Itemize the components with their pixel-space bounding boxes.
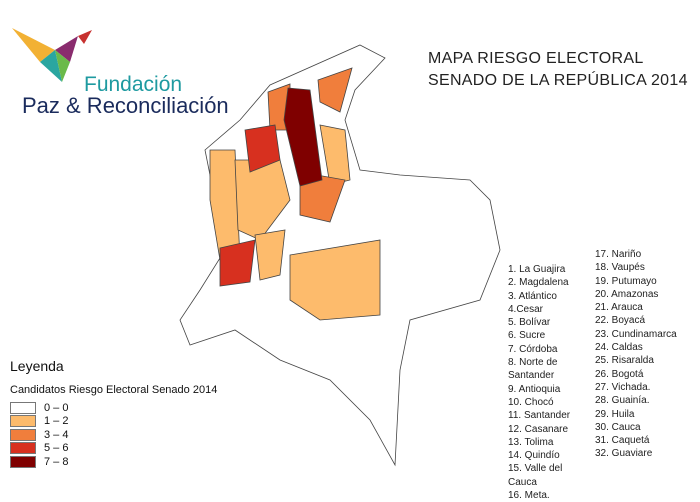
legend: Leyenda Candidatos Riesgo Electoral Sena…	[10, 358, 217, 469]
department-name: 6. Sucre	[508, 330, 546, 342]
department-name: 1. La Guajira	[508, 264, 566, 275]
legend-label: 0 – 0	[44, 401, 69, 414]
logo-bird	[12, 28, 92, 82]
department-name: 18. Vaupés	[595, 262, 645, 274]
map-title: SENADO DE LA REPÚBLICA 2014	[428, 72, 688, 89]
department-name: 25. Risaralda	[595, 355, 654, 367]
logo-line: Fundación	[84, 73, 183, 96]
legend-swatch	[10, 455, 36, 468]
map-title: MAPA RIESGO ELECTORAL	[428, 50, 644, 67]
department-name: 21. Arauca	[595, 302, 643, 314]
department-name: 24. Caldas	[595, 342, 643, 354]
department-name: 9. Antioquia	[508, 383, 561, 395]
legend-title: Leyenda	[10, 358, 64, 374]
department-name: 28. Guainía.	[595, 395, 650, 407]
colombia-map	[179, 44, 501, 467]
department-name: 32. Guaviare	[595, 448, 653, 460]
legend-label: 3 – 4	[44, 428, 69, 441]
legend-subtitle: Candidatos Riesgo Electoral Senado 2014	[10, 384, 218, 396]
department-name: 11. Santander	[508, 410, 571, 422]
legend-swatch	[10, 401, 36, 414]
department-name: 15. Valle del Cauca	[508, 463, 563, 488]
department-name: 3. Atlántico	[508, 290, 557, 302]
department-name: 16. Meta.	[508, 490, 550, 502]
department-name: 8. Norte de Santander	[508, 357, 558, 382]
department-name: 17. Nariño	[595, 249, 642, 260]
logo-line: Paz & Reconciliación	[22, 93, 229, 118]
department-name: 19. Putumayo	[595, 275, 657, 287]
legend-swatch	[10, 428, 36, 441]
legend-item: 5 – 6	[10, 442, 217, 456]
department-name: 10. Chocó	[508, 396, 554, 408]
department-name: 31. Caquetá	[595, 435, 650, 447]
legend-label: 7 – 8	[44, 455, 69, 468]
department-name: 26. Bogotá	[595, 368, 644, 380]
department-name: 20. Amazonas	[595, 288, 659, 300]
department-name: 14. Quindío	[508, 450, 560, 462]
legend-item: 0 – 0	[10, 401, 217, 415]
legend-swatch	[10, 442, 36, 455]
department-name: 4.Cesar	[508, 303, 544, 315]
department-name: 30. Cauca	[595, 421, 641, 433]
department-name: 23. Cundinamarca	[595, 328, 677, 340]
department-name: 29. Huila	[595, 408, 635, 420]
legend-label: 5 – 6	[44, 442, 69, 455]
department-list: 1. La Guajira 2. Magdalena 3. Atlántico 4.C…	[508, 263, 580, 502]
department-name: 22. Boyacá	[595, 315, 646, 327]
legend-item: 7 – 8	[10, 455, 217, 469]
legend-label: 1 – 2	[44, 415, 69, 428]
legend-item: 3 – 4	[10, 428, 217, 442]
department-list: 17. Nariño 18. Vaupés 19. Putumayo 20. Amaz…	[595, 248, 695, 461]
department-name: 12. Casanare	[508, 423, 569, 435]
department-name: 27. Vichada.	[595, 381, 651, 393]
department-name: 2. Magdalena	[508, 277, 569, 289]
department-name: 7. Córdoba	[508, 343, 558, 355]
department-name: 13. Tolima	[508, 436, 554, 448]
department-name: 5. Bolívar	[508, 317, 551, 329]
legend-item: 1 – 2	[10, 415, 217, 429]
legend-swatch	[10, 415, 36, 428]
